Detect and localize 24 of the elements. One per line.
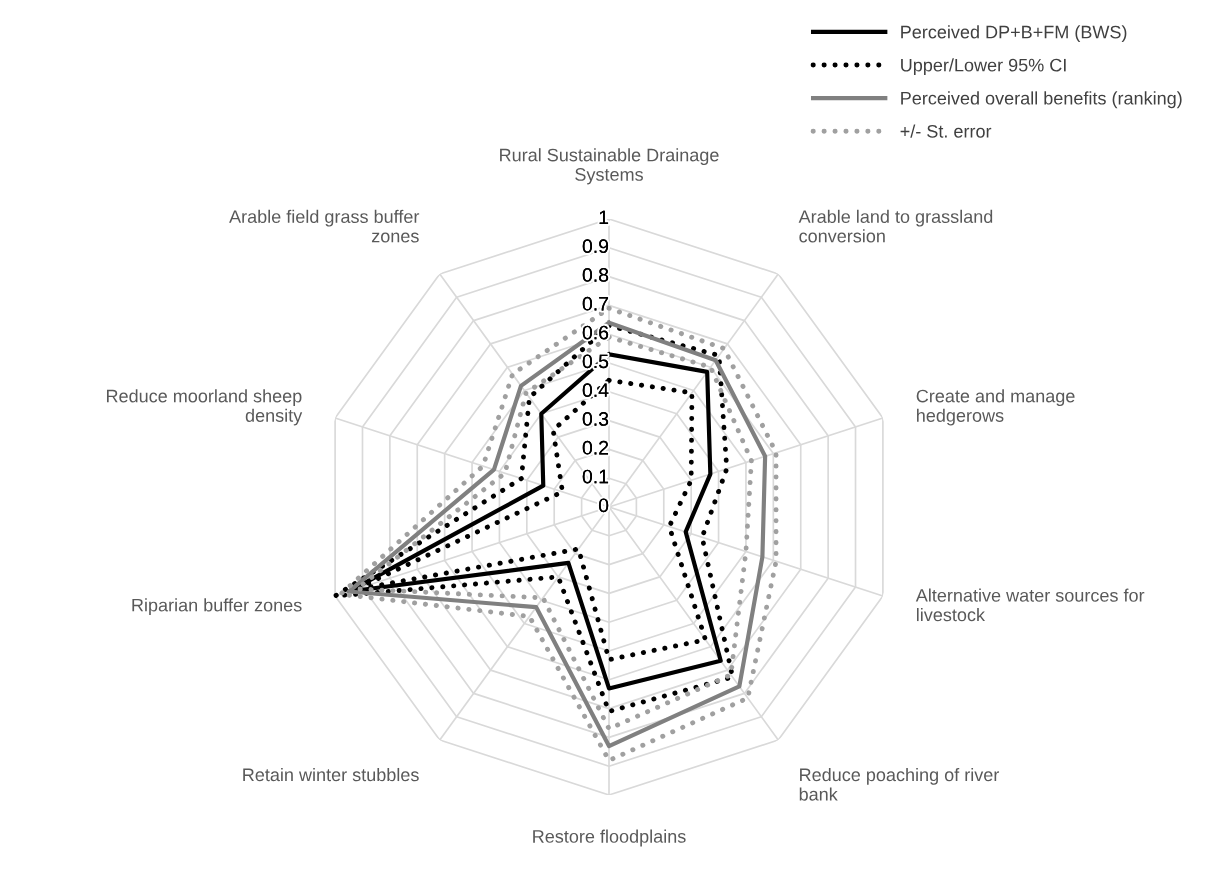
y-tick-label: 0.8 bbox=[582, 268, 609, 282]
spoke-label: Reduce moorland sheep density bbox=[106, 389, 303, 426]
spoke-label: Retain winter stubbles bbox=[243, 767, 419, 782]
legend-label: Upper/Lower 95% CI bbox=[901, 58, 1066, 76]
legend-label: +/- St. error bbox=[900, 124, 992, 138]
y-tick-label: 0 bbox=[598, 498, 609, 513]
y-tick-label: 0.2 bbox=[582, 440, 609, 455]
spoke-label: Rural Sustainable Drainage Systems bbox=[500, 148, 719, 185]
legend-label: Perceived overall benefits (ranking) bbox=[901, 91, 1182, 109]
spoke-label: Reduce poaching of river bank bbox=[799, 767, 1000, 801]
spoke-label: Create and manage hedgerows bbox=[916, 389, 1075, 426]
y-tick-label: 0.6 bbox=[582, 325, 609, 340]
spoke-label: Riparian buffer zones bbox=[132, 598, 302, 616]
spoke-label: Restore floodplains bbox=[533, 829, 686, 847]
legend-label: Perceived DP+B+FM (BWS) bbox=[901, 25, 1127, 43]
y-tick-label: 0.7 bbox=[582, 296, 609, 311]
spoke-label: Alternative water sources for livestock bbox=[915, 588, 1145, 622]
y-tick-label: 0.3 bbox=[582, 412, 609, 426]
y-tick-label: 0.4 bbox=[582, 383, 609, 398]
y-tick-label: 1 bbox=[599, 210, 609, 225]
spoke-label: Arable land to grassland conversion bbox=[798, 209, 993, 243]
y-tick-label: 0.9 bbox=[582, 239, 609, 254]
y-tick-label: 0.1 bbox=[582, 469, 609, 484]
spoke-label: Arable field grass buffer zones bbox=[229, 209, 420, 243]
